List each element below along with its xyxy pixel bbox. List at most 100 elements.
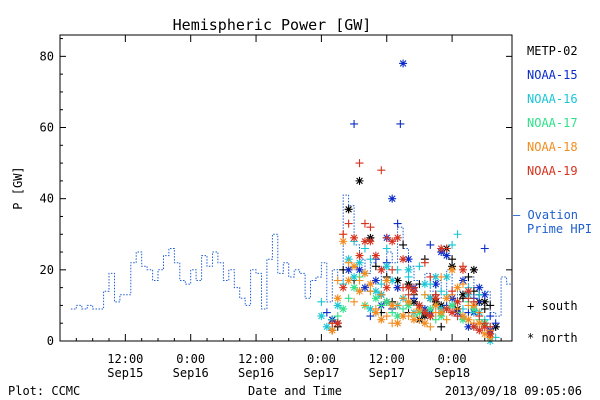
south-point [366, 255, 375, 264]
north-point [393, 283, 402, 292]
south-point [360, 219, 369, 228]
south-point [475, 312, 484, 321]
north-point [333, 294, 342, 303]
south-point [409, 294, 418, 303]
y-tick-label: 40 [40, 192, 54, 206]
south-point [448, 240, 457, 249]
north-point [317, 312, 326, 321]
y-tick-label: 80 [40, 49, 54, 63]
north-point [399, 312, 408, 321]
south-point [426, 322, 435, 331]
north-point [371, 276, 380, 285]
south-point [448, 255, 457, 264]
south-legend-label: south [541, 299, 577, 313]
north-point [382, 276, 391, 285]
legend-entry-metp-02: METP-02 [527, 44, 578, 58]
south-point [399, 240, 408, 249]
north-point [475, 326, 484, 335]
x-tick-time-label: 0:00 [176, 352, 205, 366]
north-point [464, 287, 473, 296]
north-point [388, 237, 397, 246]
south-marker-legend: + south [527, 299, 578, 313]
x-axis-label: Date and Time [248, 384, 342, 398]
north-point [420, 280, 429, 289]
north-legend-label: north [541, 331, 577, 345]
north-point [366, 304, 375, 313]
south-point [399, 294, 408, 303]
south-point [333, 312, 342, 321]
north-point [388, 301, 397, 310]
north-point [344, 265, 353, 274]
north-marker-legend: * north [527, 331, 578, 345]
north-point [409, 287, 418, 296]
x-tick-date-label: Sep16 [238, 366, 274, 380]
south-point [382, 244, 391, 253]
south-point [480, 304, 489, 313]
south-point [344, 219, 353, 228]
north-point [437, 308, 446, 317]
north-point [448, 301, 457, 310]
south-point [317, 297, 326, 306]
north-point [442, 304, 451, 313]
north-point [344, 276, 353, 285]
south-point [355, 159, 364, 168]
ovation-hpi-line [70, 194, 512, 317]
south-point [377, 301, 386, 310]
north-point [448, 308, 457, 317]
north-point [458, 290, 467, 299]
x-tick-date-label: Sep18 [434, 366, 470, 380]
plot-area: 02040608012:00Sep150:00Sep1612:00Sep160:… [40, 35, 512, 380]
north-point [469, 322, 478, 331]
south-point [475, 290, 484, 299]
north-point [448, 265, 457, 274]
north-point [404, 255, 413, 264]
x-tick-date-label: Sep17 [369, 366, 405, 380]
plot-timestamp: 2013/09/18 09:05:06 [445, 384, 582, 398]
south-point [366, 287, 375, 296]
north-point [339, 237, 348, 246]
series-legend: METP-02 NOAA-15 NOAA-16 NOAA-17 NOAA-18 NOAA-… [527, 44, 578, 178]
north-point [480, 322, 489, 331]
south-point [388, 308, 397, 317]
x-tick-date-label: Sep17 [303, 366, 339, 380]
north-point [475, 319, 484, 328]
north-point [328, 326, 337, 335]
north-point [350, 283, 359, 292]
south-point [426, 272, 435, 281]
north-point [404, 297, 413, 306]
north-point [469, 265, 478, 274]
south-point [437, 287, 446, 296]
south-point [491, 319, 500, 328]
south-point [448, 287, 457, 296]
north-point [388, 276, 397, 285]
south-point [437, 272, 446, 281]
north-point [399, 59, 408, 68]
north-point [355, 258, 364, 267]
south-point [393, 219, 402, 228]
south-point [431, 315, 440, 324]
south-point [333, 276, 342, 285]
north-point [382, 283, 391, 292]
north-point [344, 205, 353, 214]
north-point [366, 237, 375, 246]
south-point [366, 223, 375, 232]
north-point [409, 315, 418, 324]
north-point [355, 265, 364, 274]
south-point [360, 244, 369, 253]
north-point [377, 265, 386, 274]
south-point [322, 308, 331, 317]
south-point [464, 272, 473, 281]
north-point [458, 265, 467, 274]
north-point [393, 319, 402, 328]
x-tick-time-label: 12:00 [369, 352, 405, 366]
north-point [355, 176, 364, 185]
x-tick-time-label: 12:00 [107, 352, 143, 366]
south-point [355, 276, 364, 285]
south-point [399, 304, 408, 313]
north-point [322, 322, 331, 331]
north-point [442, 294, 451, 303]
ovation-legend-line1: – Ovation [513, 208, 578, 222]
south-point [486, 312, 495, 321]
south-point [382, 233, 391, 242]
south-point [404, 272, 413, 281]
